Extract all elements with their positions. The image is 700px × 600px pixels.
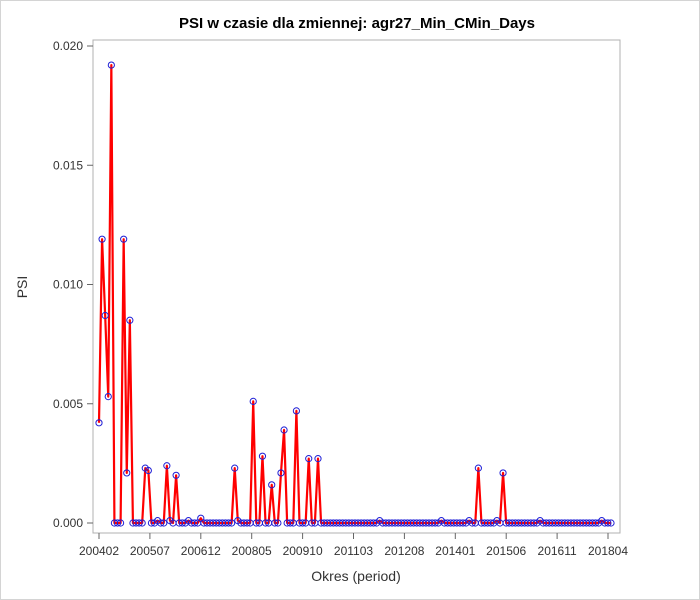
y-tick-label: 0.015 (53, 158, 83, 172)
data-point (160, 519, 168, 527)
data-point (120, 235, 128, 243)
x-tick-label: 201401 (435, 544, 475, 558)
x-tick-label: 200507 (130, 544, 170, 558)
y-tick-label: 0.005 (53, 397, 83, 411)
data-point (499, 469, 507, 477)
data-point (231, 464, 239, 472)
data-point (144, 466, 152, 475)
data-point (271, 519, 279, 527)
data-point (298, 519, 307, 527)
data-point (98, 235, 106, 243)
data-point (113, 519, 122, 527)
data-point (163, 462, 171, 470)
data-point (314, 455, 322, 463)
data-point (274, 519, 282, 527)
data-point (292, 407, 300, 415)
data-point (286, 519, 294, 527)
data-point (243, 519, 251, 527)
x-axis-label: Okres (period) (311, 568, 400, 584)
y-tick-label: 0.000 (53, 516, 83, 530)
data-point (277, 469, 285, 477)
x-tick-label: 200402 (79, 544, 119, 558)
data-point (191, 519, 199, 527)
plot-area (92, 39, 621, 534)
data-point (607, 519, 615, 527)
x-axis: 200402 200507 200612 200805 200910 201103 2012… (79, 533, 628, 558)
data-point (249, 397, 257, 405)
data-point (369, 519, 378, 527)
x-tick-label: 200910 (283, 544, 323, 558)
y-axis: 0.000 0.005 0.010 0.015 0.020 (53, 39, 93, 530)
data-point (126, 316, 134, 324)
x-tick-label: 201804 (588, 544, 628, 558)
data-point (135, 519, 143, 527)
x-tick-label: 200612 (181, 544, 221, 558)
data-point (268, 481, 276, 489)
data-point (261, 519, 270, 527)
data-point (474, 464, 482, 472)
x-tick-label: 200805 (232, 544, 272, 558)
data-point (431, 519, 439, 527)
data-point (157, 519, 165, 527)
data-point (459, 519, 467, 527)
data-point (178, 519, 186, 527)
x-tick-label: 201103 (334, 544, 373, 558)
data-point (228, 519, 236, 527)
data-point (107, 61, 115, 69)
x-tick-label: 201611 (538, 544, 577, 558)
x-tick-label: 201208 (384, 544, 424, 558)
data-point (147, 519, 156, 527)
data-point (95, 419, 103, 427)
data-point (308, 519, 316, 527)
data-point (305, 455, 313, 463)
data-point (116, 519, 125, 527)
data-point (530, 519, 538, 527)
data-point (252, 519, 260, 527)
data-point (280, 426, 288, 434)
data-point (123, 469, 131, 477)
y-axis-label: PSI (14, 276, 30, 299)
data-point (604, 519, 612, 527)
y-tick-label: 0.010 (53, 278, 83, 292)
series-layer (95, 61, 615, 527)
data-point (591, 519, 600, 527)
data-point (172, 471, 180, 479)
data-point (224, 519, 233, 527)
data-point (487, 519, 495, 527)
data-point (468, 519, 476, 527)
y-tick-label: 0.020 (53, 39, 83, 53)
data-point (104, 393, 112, 401)
data-point (101, 311, 109, 320)
x-tick-label: 201506 (486, 544, 526, 558)
chart-title: PSI w czasie dla zmiennej: agr27_Min_CMi… (179, 15, 535, 32)
data-point (138, 519, 146, 527)
data-point (258, 452, 267, 460)
